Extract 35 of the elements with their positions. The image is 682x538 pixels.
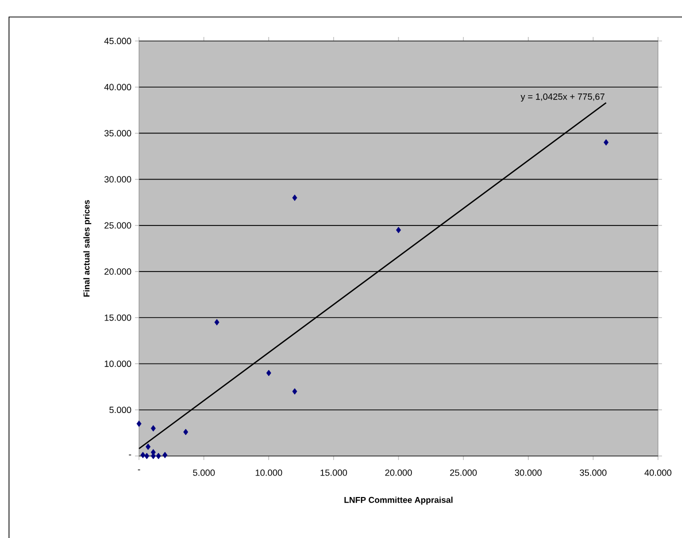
x-tick-label: 5.000 [193, 470, 215, 476]
y-tick-label: 15.000 [104, 314, 132, 321]
y-tick-label: 30.000 [104, 176, 132, 182]
y-tick-label: 45.000 [104, 38, 132, 44]
y-tick-label: 25.000 [104, 222, 132, 229]
x-tick-label: 20.000 [385, 470, 412, 476]
point [292, 194, 298, 201]
point [396, 226, 401, 234]
point [150, 425, 156, 432]
point [136, 420, 142, 427]
y-tick-label: 40.000 [104, 84, 132, 90]
point [146, 444, 151, 450]
x-axis-title: LNFP Committee Appraisal [344, 496, 452, 505]
point [292, 388, 298, 395]
annotation: y = 1,0425x + 775,67 [520, 93, 604, 102]
point [604, 139, 609, 146]
x-tick-label: 10.000 [256, 470, 282, 476]
y-tick-label: 35.000 [104, 130, 132, 136]
point [266, 370, 272, 376]
y-tick-label: - [128, 454, 132, 456]
point [156, 452, 161, 460]
point [144, 452, 150, 460]
x-tick-label: 40.000 [644, 470, 672, 476]
x-tick-label: 35.000 [580, 470, 606, 476]
y-tick-label: 20.000 [104, 268, 132, 275]
point [140, 452, 146, 458]
point [183, 428, 188, 436]
y-axis-title: Final actual sales prices [83, 200, 92, 297]
x-tick-label: 15.000 [320, 470, 347, 476]
x-tick-label: 25.000 [450, 470, 477, 476]
point [214, 319, 220, 326]
y-tick-label: 10.000 [104, 360, 132, 367]
y-tick-label: 5.000 [109, 406, 132, 414]
x-tick-label: 30.000 [514, 470, 542, 476]
point [162, 452, 168, 458]
